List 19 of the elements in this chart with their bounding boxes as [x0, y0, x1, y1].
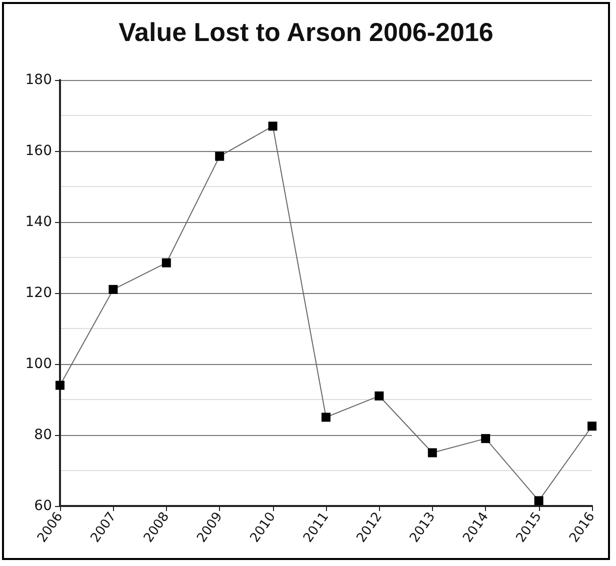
y-tick-label: 80 [34, 427, 52, 443]
point [428, 448, 437, 458]
y-tick-label: 100 [25, 356, 52, 372]
point [374, 391, 384, 400]
y-tick-label: 60 [34, 498, 52, 514]
point [588, 422, 596, 431]
point [108, 284, 118, 294]
point [534, 496, 544, 506]
point [268, 122, 278, 131]
y-tick-label: 140 [25, 214, 52, 230]
y-tick-label: 180 [25, 72, 52, 88]
point [56, 380, 64, 390]
point [481, 434, 490, 444]
point [162, 258, 171, 268]
y-tick-label: 160 [25, 143, 52, 159]
chart-title: Value Lost to Arson 2006-2016 [118, 17, 494, 47]
point [322, 412, 330, 422]
y-tick-label: 120 [25, 285, 52, 301]
point [215, 152, 224, 161]
